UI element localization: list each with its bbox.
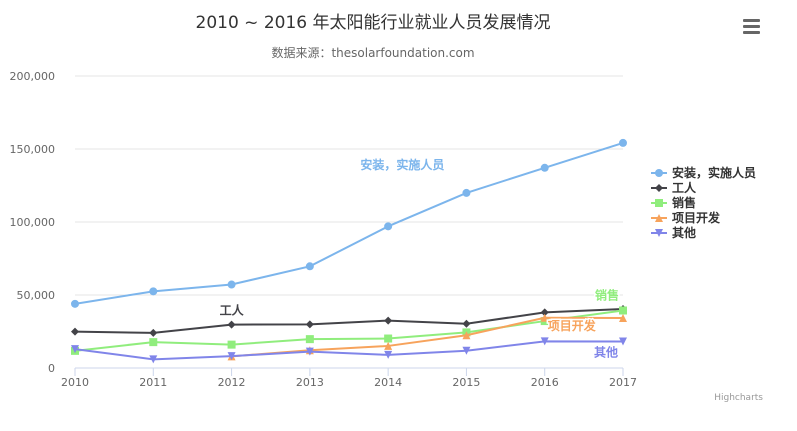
legend-symbol[interactable] <box>655 229 663 237</box>
credits-link[interactable]: Highcharts <box>714 393 763 403</box>
data-point[interactable] <box>619 314 627 323</box>
data-point[interactable] <box>384 341 393 350</box>
data-point[interactable] <box>227 320 236 329</box>
x-tick-label: 2012 <box>218 376 246 389</box>
data-point[interactable] <box>462 319 471 328</box>
series-line[interactable] <box>231 316 624 358</box>
data-point[interactable] <box>384 316 393 325</box>
data-point[interactable] <box>149 338 158 347</box>
data-point[interactable] <box>384 222 393 231</box>
data-point[interactable] <box>619 306 627 315</box>
menu-button[interactable] <box>739 15 765 39</box>
data-point[interactable] <box>149 287 158 296</box>
y-tick-label: 100,000 <box>10 216 56 229</box>
legend-item[interactable]: 销售 <box>651 195 696 210</box>
data-point[interactable] <box>540 308 549 317</box>
legend-item[interactable]: 工人 <box>651 180 697 195</box>
legend-symbol[interactable] <box>655 214 663 222</box>
chart-title: 2010 ~ 2016 年太阳能行业就业人员发展情况 <box>196 13 551 33</box>
y-tick-label: 150,000 <box>10 143 56 156</box>
chart-subtitle: 数据来源：thesolarfoundation.com <box>271 45 474 60</box>
data-point[interactable] <box>227 340 236 349</box>
legend-label: 项目开发 <box>672 210 721 225</box>
data-point[interactable] <box>227 352 236 361</box>
data-point[interactable] <box>71 299 79 308</box>
x-tick-label: 2016 <box>531 376 559 389</box>
legend-symbol[interactable] <box>655 199 663 207</box>
series-line[interactable] <box>74 307 624 334</box>
legend-symbol[interactable] <box>655 169 663 177</box>
data-point[interactable] <box>384 350 393 359</box>
data-point[interactable] <box>71 327 79 336</box>
data-point[interactable] <box>149 328 158 337</box>
x-tick-label: 2017 <box>609 376 637 389</box>
series-0 <box>71 138 627 308</box>
data-point[interactable] <box>305 335 314 344</box>
data-point[interactable] <box>384 334 393 343</box>
series-inline-label: 工人 <box>220 303 245 318</box>
x-tick-label: 2010 <box>61 376 89 389</box>
x-tick-label: 2014 <box>374 376 402 389</box>
data-point[interactable] <box>540 313 549 322</box>
data-point[interactable] <box>540 337 549 346</box>
legend-label: 其他 <box>672 225 696 240</box>
data-point[interactable] <box>71 345 79 354</box>
data-point[interactable] <box>305 262 314 271</box>
legend-label: 工人 <box>672 180 697 195</box>
data-point[interactable] <box>540 163 549 172</box>
legend-label: 安装，实施人员 <box>672 165 756 180</box>
legend-symbol[interactable] <box>655 184 663 192</box>
y-tick-label: 0 <box>48 362 55 375</box>
legend-item[interactable]: 其他 <box>651 225 696 240</box>
data-point[interactable] <box>619 138 627 147</box>
y-tick-label: 200,000 <box>10 70 56 83</box>
data-point[interactable] <box>305 320 314 329</box>
series-inline-label: 安装，实施人员 <box>360 157 444 172</box>
data-point[interactable] <box>619 337 627 346</box>
series-inline-label: 销售 <box>595 287 619 302</box>
data-point[interactable] <box>305 347 314 356</box>
series-line[interactable] <box>74 340 624 361</box>
legend-item[interactable]: 项目开发 <box>651 210 721 225</box>
legend-item[interactable]: 安装，实施人员 <box>651 165 756 180</box>
grid-lines <box>75 75 623 296</box>
data-point[interactable] <box>462 188 471 197</box>
series-inline-label: 项目开发 <box>548 318 597 333</box>
series-1 <box>71 304 627 337</box>
series-inline-label: 其他 <box>594 345 618 360</box>
series-4 <box>71 337 627 364</box>
y-tick-label: 50,000 <box>17 289 56 302</box>
hamburger-menu-icon <box>743 19 760 34</box>
x-tick-label: 2011 <box>139 376 167 389</box>
series-line[interactable] <box>74 141 624 305</box>
axes: 0 50,000 100,000 150,000 200,000 2010 2011 2012… <box>10 70 638 389</box>
data-point[interactable] <box>149 355 158 364</box>
data-point[interactable] <box>462 346 471 355</box>
x-tick-label: 2015 <box>452 376 480 389</box>
x-tick-label: 2013 <box>296 376 324 389</box>
data-point[interactable] <box>227 280 236 289</box>
series-group <box>71 138 627 364</box>
series-line[interactable] <box>74 309 624 352</box>
data-point[interactable] <box>462 331 471 340</box>
legend-label: 销售 <box>672 195 696 210</box>
